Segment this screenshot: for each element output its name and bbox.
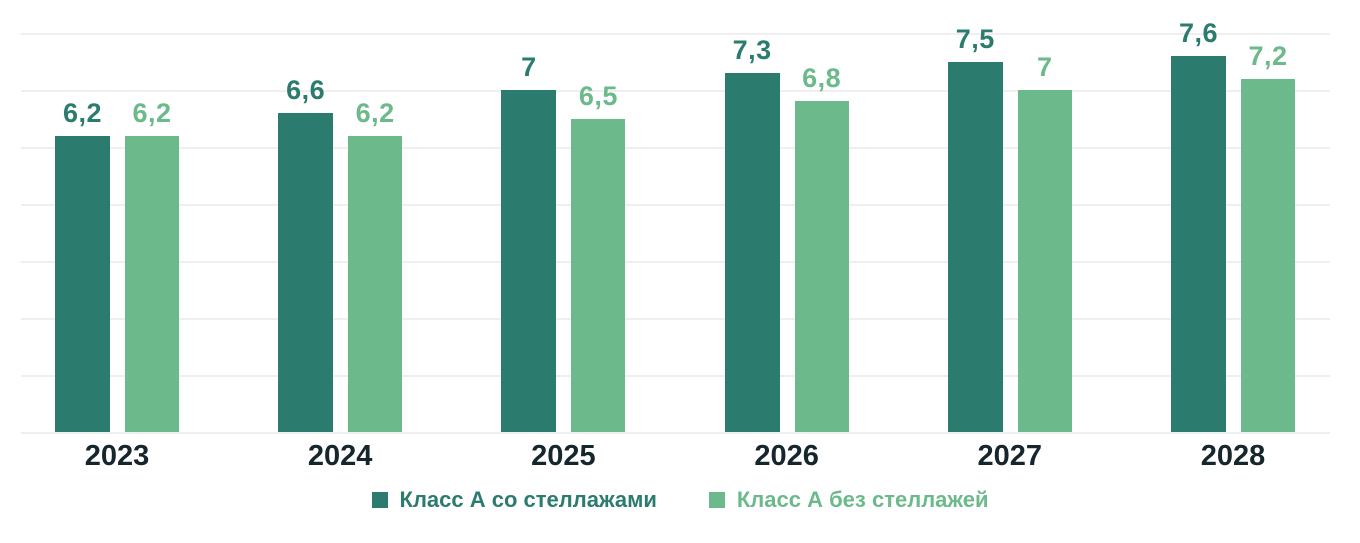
bar-value-label: 6,2 bbox=[132, 97, 172, 128]
legend-item-class-a-without-racks: Класс А без стеллажей bbox=[708, 487, 989, 513]
bar-value-label: 7,6 bbox=[1178, 17, 1219, 48]
legend-swatch-light-green bbox=[708, 492, 725, 508]
gridline bbox=[21, 204, 1330, 206]
bar-value-label: 7,5 bbox=[955, 23, 995, 54]
x-axis-tick-label: 2026 bbox=[754, 440, 819, 472]
gridline bbox=[21, 90, 1330, 92]
legend: Класс А со стеллажами Класс А без стелла… bbox=[0, 487, 1360, 513]
x-axis-tick-label: 2023 bbox=[84, 440, 150, 472]
x-axis-tick-label: 2024 bbox=[307, 440, 373, 472]
bar bbox=[794, 101, 849, 432]
bar-value-label: 7 bbox=[521, 52, 537, 82]
bar-value-label: 7,2 bbox=[1248, 40, 1288, 71]
x-axis-tick-label: 2025 bbox=[531, 440, 596, 472]
bar bbox=[1171, 55, 1226, 432]
bar bbox=[1017, 90, 1072, 432]
x-axis-tick-label: 2027 bbox=[977, 440, 1043, 472]
legend-swatch-dark-teal bbox=[371, 492, 388, 508]
bar bbox=[55, 135, 110, 432]
bar bbox=[125, 135, 179, 432]
bar bbox=[501, 90, 557, 432]
bar-value-label: 6,8 bbox=[802, 63, 842, 94]
legend-item-class-a-with-racks: Класс А со стеллажами bbox=[371, 487, 657, 513]
legend-label: Класс А без стеллажей bbox=[736, 487, 989, 512]
gridline bbox=[21, 261, 1330, 263]
bar bbox=[278, 112, 334, 432]
bar bbox=[348, 135, 403, 432]
x-axis-tick-label: 2028 bbox=[1200, 440, 1266, 472]
gridline bbox=[21, 432, 1330, 434]
bar-value-label: 6,5 bbox=[578, 80, 618, 111]
bar-value-label: 6,2 bbox=[355, 97, 395, 128]
bar-value-label: 6,6 bbox=[286, 74, 326, 105]
bar bbox=[724, 72, 780, 432]
gridline bbox=[21, 318, 1330, 320]
gridline bbox=[21, 147, 1330, 149]
bar-value-label: 7,3 bbox=[732, 34, 772, 65]
legend-label: Класс А со стеллажами bbox=[399, 487, 657, 512]
bar bbox=[947, 61, 1003, 432]
gridline bbox=[21, 375, 1330, 377]
bar bbox=[1241, 78, 1295, 432]
bar-value-label: 7 bbox=[1037, 52, 1053, 82]
bar-value-label: 6,2 bbox=[62, 97, 103, 128]
bar bbox=[571, 118, 626, 432]
gridline bbox=[21, 33, 1330, 35]
